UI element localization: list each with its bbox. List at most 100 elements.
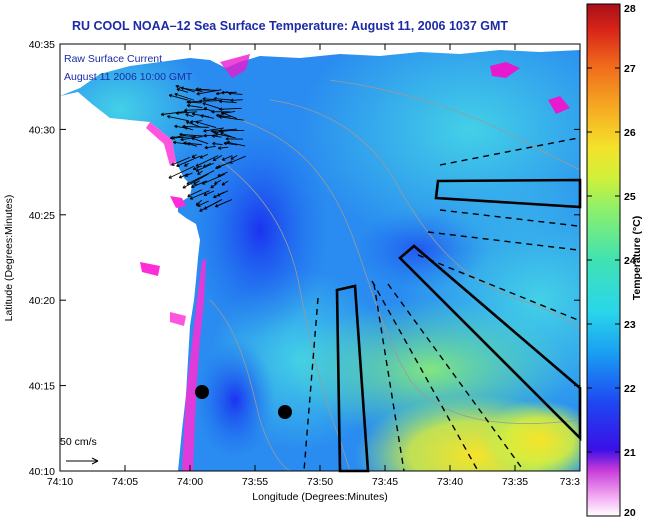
- current-vector-head: [190, 121, 194, 124]
- current-vector: [230, 154, 238, 160]
- current-vector: [168, 165, 195, 179]
- sst-field: [60, 44, 580, 471]
- current-vector: [215, 133, 236, 139]
- current-vector-head: [188, 101, 192, 104]
- current-vector: [191, 180, 207, 188]
- current-vector-head: [200, 115, 204, 118]
- current-vector: [184, 109, 208, 111]
- y-tick-label: 40:30: [29, 124, 55, 136]
- current-vector: [173, 141, 190, 145]
- current-vector: [217, 190, 229, 197]
- current-vector: [197, 170, 203, 175]
- y-tick-label: 40:35: [29, 39, 55, 51]
- current-vector-head: [203, 107, 207, 111]
- current-vector-head: [219, 108, 223, 112]
- x-tick-label: 74:10: [47, 476, 73, 488]
- colorbar-tick-label: 28: [624, 3, 636, 15]
- current-vector: [211, 128, 238, 132]
- current-vector-head: [230, 100, 234, 103]
- current-vector: [185, 113, 194, 118]
- colorbar-tick-label: 26: [624, 127, 636, 139]
- current-vector-head: [183, 142, 187, 145]
- mooring-marker-east: [278, 405, 292, 419]
- current-vector-head: [171, 137, 176, 140]
- current-vector-head: [218, 147, 222, 150]
- current-vector-head: [195, 88, 199, 92]
- colorbar-tick-label: 24: [624, 255, 636, 267]
- current-vector: [217, 161, 230, 168]
- scale-arrow: [66, 457, 99, 465]
- land-mask: [60, 44, 580, 471]
- current-vector-head: [212, 143, 216, 146]
- current-vector: [172, 136, 196, 139]
- y-tick-label: 40:20: [29, 295, 55, 307]
- current-vector-head: [196, 93, 200, 96]
- current-vector-head: [218, 100, 223, 104]
- current-vector-head: [226, 141, 230, 145]
- current-vector-head: [182, 126, 186, 129]
- colorbar-tick-label: 25: [624, 191, 636, 203]
- current-vector-head: [173, 141, 177, 145]
- scale-label: 50 cm/s: [60, 436, 97, 448]
- colorbar-tick-label: 20: [624, 507, 636, 518]
- current-vector: [161, 110, 187, 116]
- current-vector: [214, 179, 222, 185]
- colorbar-label: Temperature (°C): [631, 216, 643, 301]
- current-vector-head: [184, 109, 188, 113]
- current-vector: [175, 111, 198, 114]
- current-vector: [195, 121, 217, 129]
- current-vector-head: [195, 121, 199, 125]
- colorbar-tick-label: 21: [624, 447, 636, 459]
- colorbar-ticks: 28 27 26 25 24 23 22 21 20: [587, 3, 636, 518]
- current-vector: [176, 155, 201, 167]
- current-vector-head: [180, 87, 184, 91]
- y-tick-label: 40:25: [29, 210, 55, 222]
- current-vector: [190, 190, 210, 200]
- current-vector-head: [175, 112, 179, 115]
- current-vector: [229, 155, 246, 164]
- current-vector: [203, 162, 212, 168]
- y-tick-label: 40:10: [29, 466, 55, 478]
- x-tick-label: 73:45: [372, 476, 398, 488]
- current-overlay-date: August 11 2006 10:00 GMT: [64, 71, 193, 83]
- current-vector-head: [211, 111, 215, 114]
- current-vector-head: [225, 138, 229, 141]
- x-tick-label: 74:00: [177, 476, 203, 488]
- current-vector: [213, 98, 233, 101]
- current-vector: [199, 100, 221, 102]
- current-vector-head: [180, 139, 184, 142]
- current-vector: [204, 145, 216, 149]
- current-vector-head: [203, 135, 207, 138]
- x-tick-label: 73:3: [560, 476, 581, 488]
- current-vector-head: [219, 130, 223, 133]
- y-tick-label: 40:15: [29, 381, 55, 393]
- x-tick-label: 73:35: [502, 476, 528, 488]
- current-vector: [203, 190, 215, 196]
- colorbar-tick-label: 23: [624, 319, 636, 331]
- current-vector-head: [215, 133, 218, 136]
- mooring-marker-west: [195, 385, 209, 399]
- current-vector: [169, 94, 189, 101]
- current-vector-head: [167, 116, 170, 119]
- current-vector: [195, 199, 203, 206]
- current-vector-head: [175, 85, 179, 89]
- current-vector: [186, 121, 201, 128]
- current-vector: [195, 155, 219, 167]
- current-vector: [200, 115, 214, 119]
- current-vector: [199, 199, 223, 212]
- current-vector-head: [174, 93, 178, 97]
- current-vector-head: [216, 114, 219, 118]
- current-vector-head: [170, 137, 174, 140]
- y-axis: 40:35 40:30 40:25 40:20 40:15 40:10: [29, 39, 580, 478]
- current-vector: [215, 199, 233, 208]
- current-vector: [184, 172, 193, 177]
- current-vector: [226, 141, 246, 147]
- current-vector: [184, 126, 194, 131]
- current-vector: [202, 173, 225, 185]
- current-vector-head: [202, 102, 206, 106]
- current-vector-head: [174, 125, 178, 129]
- current-vector-head: [223, 142, 227, 146]
- current-vector: [182, 126, 209, 128]
- current-vector: [221, 180, 229, 186]
- current-vector-head: [213, 98, 217, 101]
